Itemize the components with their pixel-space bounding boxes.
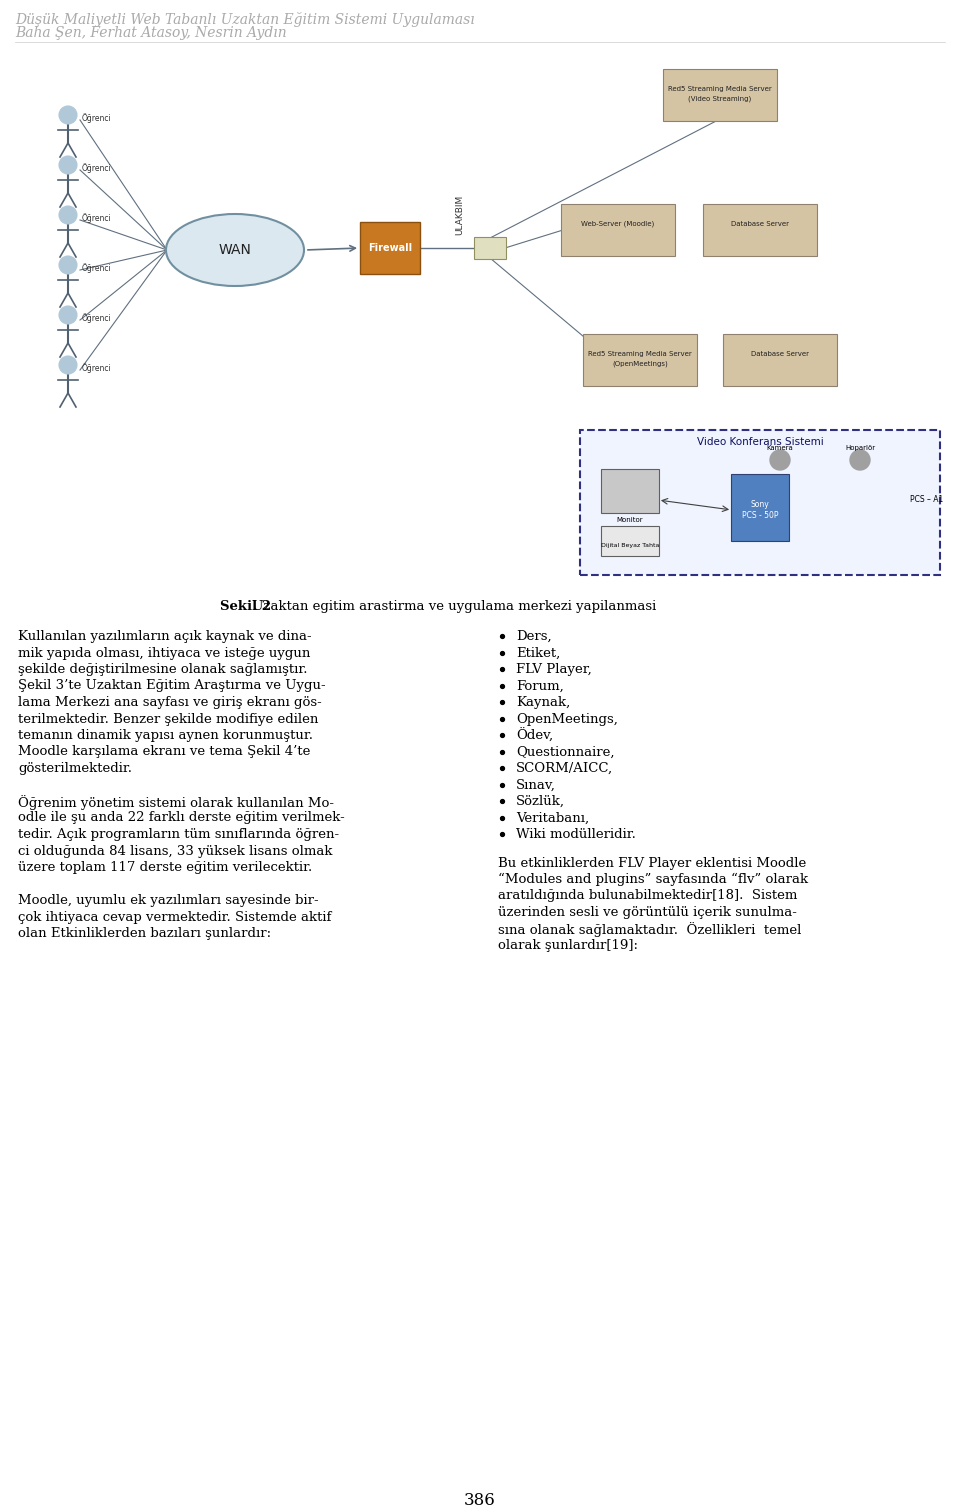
FancyBboxPatch shape (360, 222, 420, 273)
Circle shape (59, 357, 77, 375)
Text: Öğrenci: Öğrenci (82, 263, 111, 273)
Text: Database Server: Database Server (731, 221, 789, 227)
Text: Dijital Beyaz Tahta: Dijital Beyaz Tahta (601, 544, 660, 548)
Text: Ödev,: Ödev, (516, 728, 553, 743)
Text: Sekil 2: Sekil 2 (220, 600, 271, 613)
FancyBboxPatch shape (580, 431, 940, 576)
Text: ci olduğunda 84 lisans, 33 yüksek lisans olmak: ci olduğunda 84 lisans, 33 yüksek lisans… (18, 845, 332, 858)
Text: (OpenMeetings): (OpenMeetings) (612, 361, 668, 367)
Text: Baha Şen, Ferhat Atasoy, Nesrin Aydın: Baha Şen, Ferhat Atasoy, Nesrin Aydın (15, 26, 287, 39)
FancyBboxPatch shape (731, 474, 789, 541)
Text: lama Merkezi ana sayfası ve giriş ekranı gös-: lama Merkezi ana sayfası ve giriş ekranı… (18, 697, 322, 709)
Text: Forum,: Forum, (516, 680, 564, 692)
Text: Kullanılan yazılımların açık kaynak ve dina-: Kullanılan yazılımların açık kaynak ve d… (18, 630, 312, 644)
Text: Firewall: Firewall (368, 243, 412, 252)
Text: üzere toplam 117 derste eğitim verilecektir.: üzere toplam 117 derste eğitim verilecek… (18, 861, 312, 873)
Text: Öğrenci: Öğrenci (82, 113, 111, 122)
Text: PCS – A1: PCS – A1 (910, 496, 944, 505)
Text: Questionnaire,: Questionnaire, (516, 745, 614, 759)
Text: terilmektedir. Benzer şekilde modifiye edilen: terilmektedir. Benzer şekilde modifiye e… (18, 713, 319, 725)
Circle shape (59, 255, 77, 273)
Circle shape (59, 106, 77, 124)
FancyBboxPatch shape (703, 204, 817, 255)
Text: Kamera: Kamera (767, 446, 793, 450)
Text: Hoparlör: Hoparlör (845, 446, 876, 450)
FancyBboxPatch shape (723, 334, 837, 385)
FancyBboxPatch shape (583, 334, 697, 385)
Text: odle ile şu anda 22 farklı derste eğitim verilmek-: odle ile şu anda 22 farklı derste eğitim… (18, 811, 345, 825)
Text: Wiki modülleridir.: Wiki modülleridir. (516, 828, 636, 842)
Circle shape (59, 156, 77, 174)
Circle shape (770, 450, 790, 470)
Text: olan Etkinliklerden bazıları şunlardır:: olan Etkinliklerden bazıları şunlardır: (18, 928, 271, 940)
Text: olarak şunlardır[19]:: olarak şunlardır[19]: (498, 938, 638, 952)
Text: üzerinden sesli ve görüntülü içerik sunulma-: üzerinden sesli ve görüntülü içerik sunu… (498, 907, 797, 919)
Text: Öğrenci: Öğrenci (82, 363, 111, 373)
Text: aratıldığında bulunabilmektedir[18].  Sistem: aratıldığında bulunabilmektedir[18]. Sis… (498, 890, 798, 902)
Text: Kaynak,: Kaynak, (516, 697, 570, 709)
Text: OpenMeetings,: OpenMeetings, (516, 713, 618, 725)
Text: 386: 386 (464, 1491, 496, 1509)
Circle shape (59, 307, 77, 323)
Text: WAN: WAN (219, 243, 252, 257)
Text: Monitor: Monitor (616, 517, 643, 523)
Text: Düşük Maliyetli Web Tabanlı Uzaktan Eğitim Sistemi Uygulaması: Düşük Maliyetli Web Tabanlı Uzaktan Eğit… (15, 12, 475, 27)
Text: sına olanak sağlamaktadır.  Özellikleri  temel: sına olanak sağlamaktadır. Özellikleri t… (498, 923, 802, 937)
Text: Uzaktan egitim arastirma ve uygulama merkezi yapilanmasi: Uzaktan egitim arastirma ve uygulama mer… (248, 600, 657, 613)
Text: SCORM/AICC,: SCORM/AICC, (516, 762, 613, 775)
Text: Sony
PCS - 50P: Sony PCS - 50P (742, 500, 779, 520)
Text: Web-Server (Moodle): Web-Server (Moodle) (582, 221, 655, 227)
Text: Moodle, uyumlu ek yazılımları sayesinde bir-: Moodle, uyumlu ek yazılımları sayesinde … (18, 895, 319, 907)
Text: mik yapıda olması, ihtiyaca ve isteğe uygun: mik yapıda olması, ihtiyaca ve isteğe uy… (18, 647, 310, 659)
FancyBboxPatch shape (15, 42, 940, 589)
Text: (Video Streaming): (Video Streaming) (688, 95, 752, 103)
Text: FLV Player,: FLV Player, (516, 663, 591, 675)
FancyBboxPatch shape (601, 468, 659, 514)
Text: Sınav,: Sınav, (516, 778, 556, 792)
Text: “Modules and plugins” sayfasında “flv” olarak: “Modules and plugins” sayfasında “flv” o… (498, 873, 808, 887)
Text: Database Server: Database Server (751, 351, 809, 357)
FancyBboxPatch shape (561, 204, 675, 255)
FancyBboxPatch shape (663, 70, 777, 121)
Text: Öğrenim yönetim sistemi olarak kullanılan Mo-: Öğrenim yönetim sistemi olarak kullanıla… (18, 795, 334, 810)
Text: Red5 Streaming Media Server: Red5 Streaming Media Server (588, 351, 692, 357)
Text: Red5 Streaming Media Server: Red5 Streaming Media Server (668, 86, 772, 92)
Text: temanın dinamik yapısı aynen korunmuştur.: temanın dinamik yapısı aynen korunmuştur… (18, 728, 313, 742)
FancyBboxPatch shape (601, 526, 659, 556)
Text: ULAKBIM: ULAKBIM (455, 195, 465, 236)
Text: tedir. Açık programların tüm sınıflarında öğren-: tedir. Açık programların tüm sınıflarınd… (18, 828, 339, 842)
Text: gösterilmektedir.: gösterilmektedir. (18, 762, 132, 775)
Text: Sözlük,: Sözlük, (516, 795, 565, 808)
Text: çok ihtiyaca cevap vermektedir. Sistemde aktif: çok ihtiyaca cevap vermektedir. Sistemde… (18, 911, 331, 923)
Text: Etiket,: Etiket, (516, 647, 561, 659)
Text: Öğrenci: Öğrenci (82, 163, 111, 172)
Ellipse shape (166, 215, 304, 286)
Text: Moodle karşılama ekranı ve tema Şekil 4’te: Moodle karşılama ekranı ve tema Şekil 4’… (18, 745, 310, 759)
Circle shape (59, 205, 77, 224)
Text: Öğrenci: Öğrenci (82, 213, 111, 224)
Text: Veritabanı,: Veritabanı, (516, 811, 589, 825)
Text: Öğrenci: Öğrenci (82, 313, 111, 323)
FancyBboxPatch shape (474, 237, 506, 258)
Text: şekilde değiştirilmesine olanak sağlamıştır.: şekilde değiştirilmesine olanak sağlamış… (18, 663, 307, 675)
Circle shape (850, 450, 870, 470)
Text: Şekil 3’te Uzaktan Eğitim Araştırma ve Uygu-: Şekil 3’te Uzaktan Eğitim Araştırma ve U… (18, 680, 325, 692)
Text: Video Konferans Sistemi: Video Konferans Sistemi (697, 437, 824, 447)
Text: Bu etkinliklerden FLV Player eklentisi Moodle: Bu etkinliklerden FLV Player eklentisi M… (498, 857, 806, 869)
Text: Ders,: Ders, (516, 630, 552, 644)
